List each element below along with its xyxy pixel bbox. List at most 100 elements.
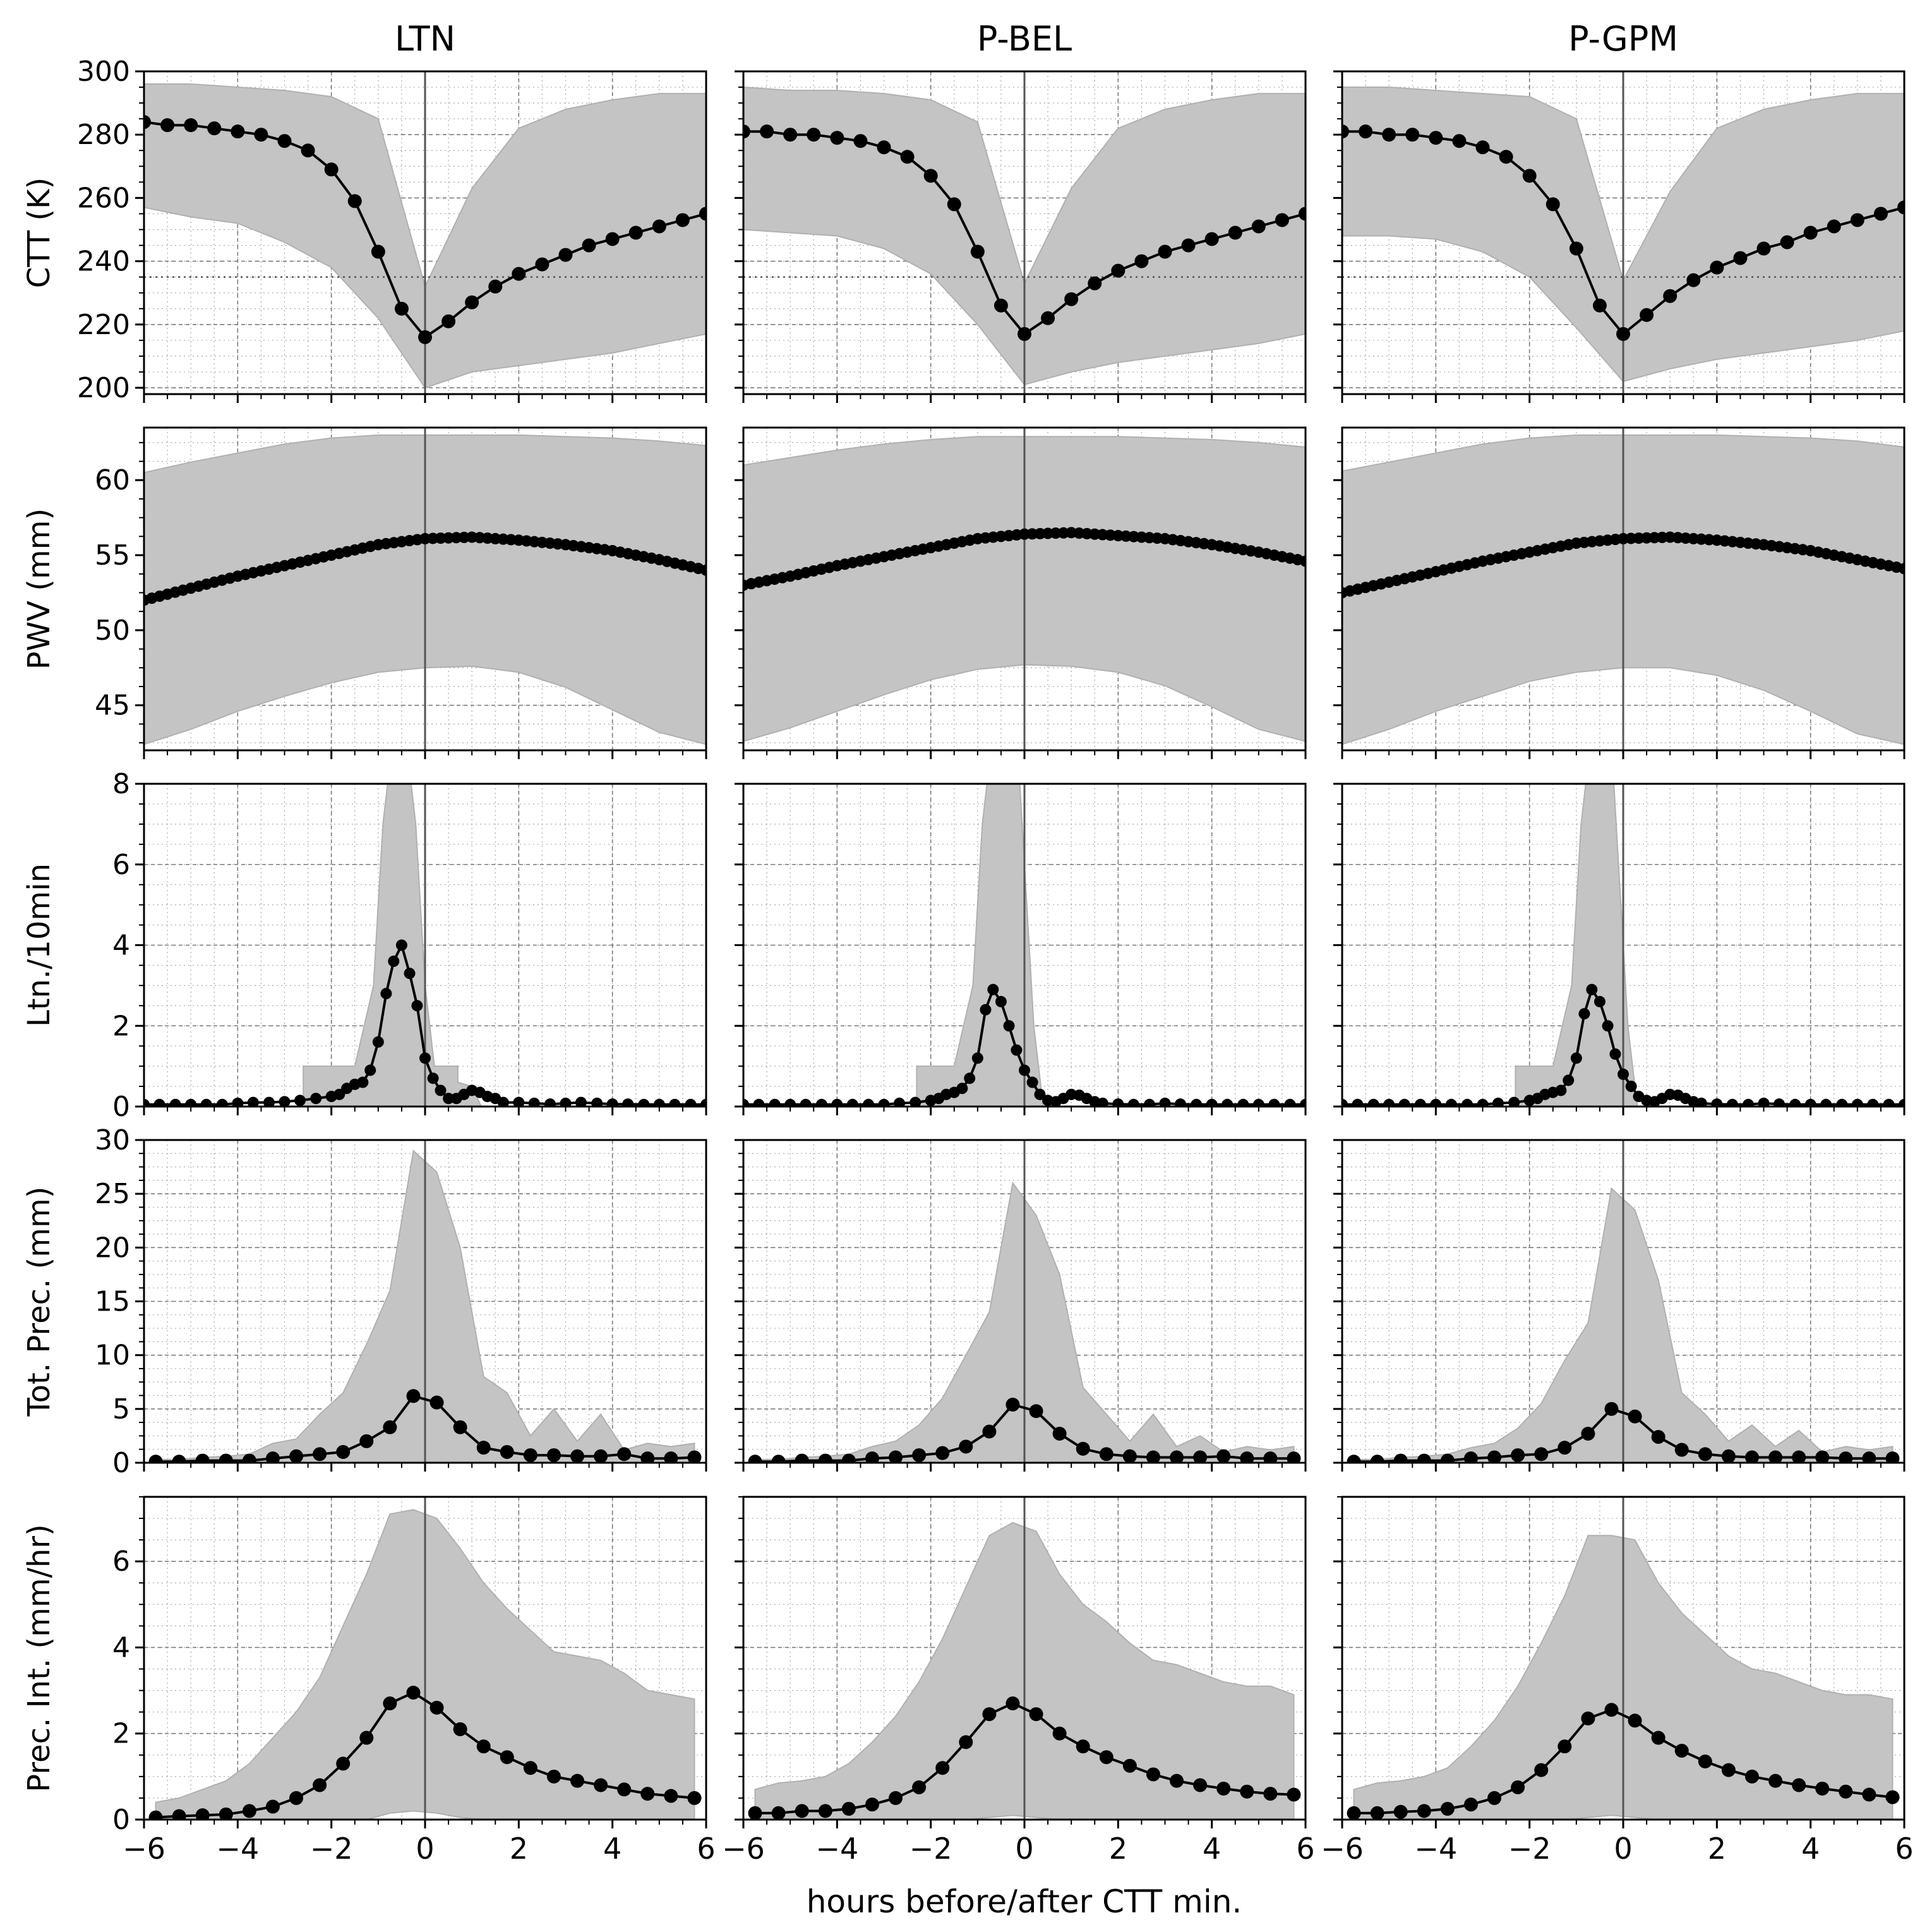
data-point [1885,1451,1900,1463]
ytick-label: 45 [95,690,130,722]
data-point [1851,1098,1863,1107]
data-point [380,988,392,1000]
data-point [841,1453,856,1463]
data-point [748,1806,762,1820]
panel-precint-p-gpm: −6 −4 −2 0 2 4 6 [1321,1496,1914,1866]
data-point [429,1395,444,1410]
data-point [1463,1451,1478,1463]
data-point [1342,124,1349,139]
data-point [1342,1098,1348,1107]
xtick-label: −2 [909,1832,952,1866]
data-point [1393,1804,1408,1819]
data-point [622,1098,634,1107]
data-point [500,1444,514,1459]
xtick-label: −2 [310,1832,353,1866]
data-point [685,1098,697,1107]
data-point [1899,1098,1904,1107]
data-point [1006,1398,1020,1412]
data-point [1299,207,1306,221]
data-point [1287,1451,1301,1463]
data-point [1146,1450,1160,1463]
data-point [1663,289,1678,303]
row-ylabel: Ltn./10min [21,863,57,1027]
range-band [743,86,1306,386]
data-point [1174,1098,1186,1107]
data-point [1170,1773,1184,1788]
data-point [359,1434,374,1448]
data-point [1011,1044,1023,1056]
data-point [1300,555,1306,567]
data-point [865,1451,879,1463]
data-point [889,1450,903,1463]
data-point [1578,1008,1590,1020]
data-point [1191,1098,1203,1107]
data-point [1170,1450,1184,1463]
data-point [279,1096,291,1107]
panel-totprec-p-bel [735,1139,1307,1472]
data-point [675,213,690,227]
data-point [1883,1098,1895,1107]
xtick-label: 0 [1614,1832,1632,1866]
data-point [1569,241,1583,256]
row-ylabel: PWV (mm) [21,508,57,669]
data-point [1744,1769,1759,1784]
data-point [638,1098,650,1107]
data-point [453,1420,467,1434]
data-point [1370,1455,1384,1463]
data-point [1820,1098,1832,1107]
data-point [877,140,891,155]
data-point [219,1807,233,1820]
data-point [628,225,643,240]
xtick-label: 4 [1801,1832,1820,1866]
data-point [513,1096,525,1107]
data-point [1695,1097,1707,1107]
data-point [172,1455,186,1463]
data-point [1499,150,1513,164]
data-point [1558,1441,1572,1455]
data-point [652,219,666,234]
data-point [184,118,198,133]
data-point [1710,260,1724,275]
row-ylabel: Prec. Int. (mm/hr) [21,1524,57,1792]
data-point [605,232,620,246]
row-ylabel: CTT (K) [21,177,57,289]
data-point [1216,1449,1231,1463]
panel-ltn-ltn: 0 2 4 6 8 [112,768,707,1123]
data-point [699,207,706,221]
data-point [1026,1076,1038,1088]
xtick-label: −6 [123,1832,165,1866]
data-point [1252,1098,1264,1107]
data-point [831,1098,843,1107]
data-point [1006,1696,1020,1711]
data-point [1347,1806,1361,1820]
data-point [815,1098,827,1107]
data-point [1508,1096,1520,1107]
data-point [523,1761,537,1775]
data-point [1839,1451,1853,1463]
data-point [528,1097,540,1107]
panel-pwv-p-gpm [1333,426,1906,759]
panel-precint-p-bel: −6 −4 −2 0 2 4 6 [722,1496,1315,1866]
xtick-label: 2 [1109,1832,1127,1866]
panel-ctt-p-gpm [1333,70,1906,403]
data-point [1359,124,1373,139]
data-point [394,301,409,316]
data-point [160,118,175,133]
data-point [1592,298,1607,313]
xtick-label: 6 [1895,1832,1913,1866]
panel-ctt-p-bel [735,70,1307,403]
data-point [1237,1098,1249,1107]
data-point [1616,327,1630,341]
data-point [1064,292,1079,306]
xtick-label: −6 [1321,1832,1364,1866]
data-point [784,1098,796,1107]
range-band [1342,87,1904,383]
data-point [1850,213,1864,227]
data-point [1041,311,1055,325]
data-point [1862,1451,1876,1463]
data-point [277,134,292,148]
xtick-label: −2 [1508,1832,1551,1866]
data-point [242,1804,256,1818]
data-point [546,1769,561,1784]
data-point [1127,1098,1139,1107]
